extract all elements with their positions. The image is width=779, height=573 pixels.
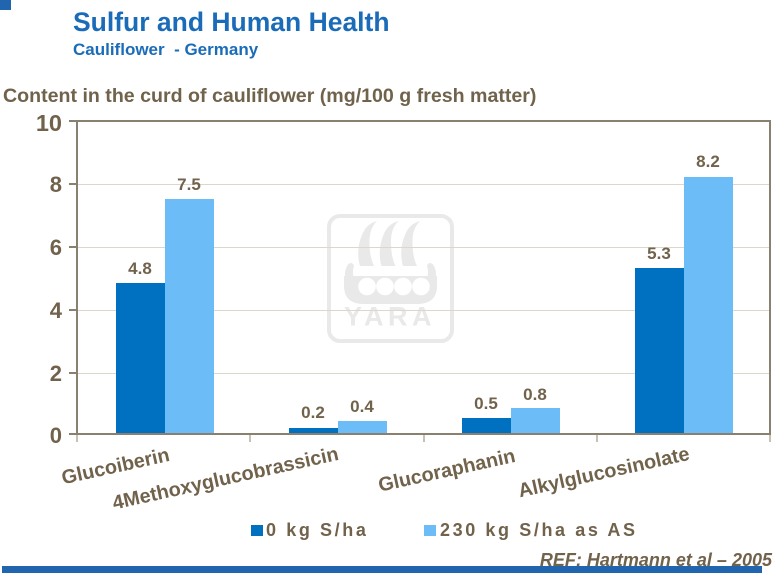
svg-text:YARA: YARA <box>344 302 436 332</box>
